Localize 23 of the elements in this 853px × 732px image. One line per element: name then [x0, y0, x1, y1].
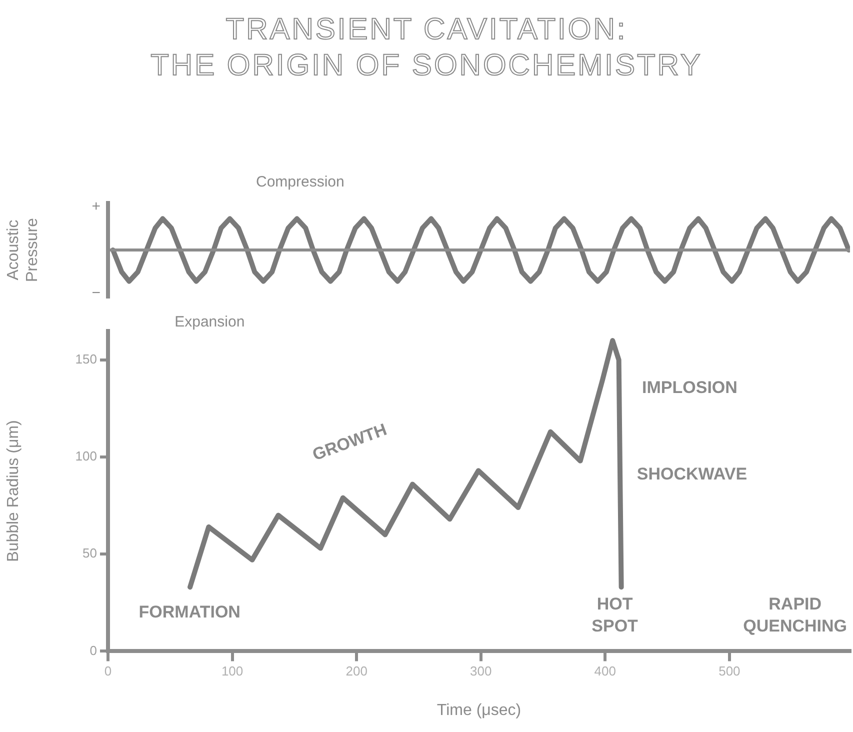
y-tick-label: 0	[90, 642, 97, 658]
annotation: SHOCKWAVE	[636, 464, 748, 484]
text: +	[92, 198, 101, 215]
y-tick-label: 150	[75, 352, 97, 367]
chart-title: TRANSIENT CAVITATION: THE ORIGIN OF SONOCHEMISTRY	[150, 12, 704, 84]
x-tick-label: 0	[104, 664, 112, 679]
annotation: RAPID QUENCHING	[743, 594, 848, 636]
y-tick-label: 100	[75, 448, 97, 464]
x-tick-label: 400	[594, 664, 616, 679]
x-tick-label: 200	[346, 664, 368, 679]
annotation: IMPLOSION	[642, 378, 738, 398]
text: Compression	[256, 173, 344, 190]
text: Expansion	[174, 314, 245, 331]
y-axis-title: Bubble Radius (μm)	[5, 420, 22, 562]
x-tick-label: 300	[470, 664, 492, 679]
x-tick-label: 500	[718, 664, 740, 679]
x-axis-title: Time (μsec)	[436, 702, 522, 719]
text: −	[92, 284, 101, 302]
annotation: FORMATION	[138, 602, 240, 622]
x-tick-label: 100	[221, 664, 244, 679]
y-axis-title: Acoustic Pressure	[5, 218, 42, 282]
y-tick-label: 50	[82, 546, 97, 561]
annotation: HOT SPOT	[592, 594, 639, 636]
